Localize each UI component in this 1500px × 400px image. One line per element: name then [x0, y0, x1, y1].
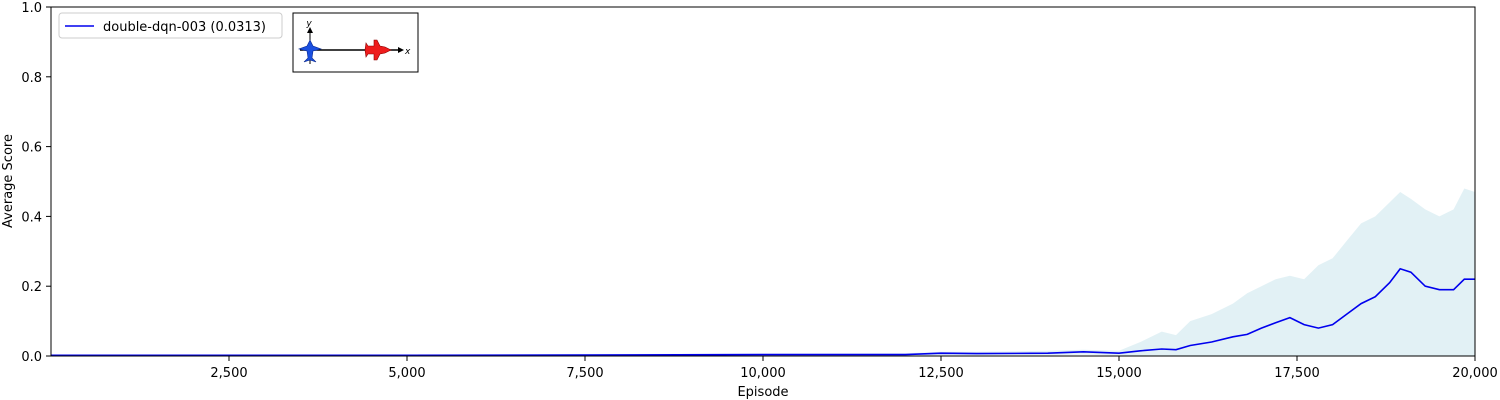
plot-frame — [50, 6, 1476, 357]
x-arrow-icon — [398, 47, 404, 53]
y-tick-label: 0.2 — [21, 280, 42, 295]
series-0-band — [51, 188, 1475, 356]
y-arrow-icon — [307, 27, 313, 33]
inset-x-label: x — [404, 47, 411, 57]
series-0-line — [51, 267, 1475, 357]
inset-y-label: y — [305, 19, 312, 29]
x-tick-label: 7,500 — [566, 366, 603, 381]
y-tick-label: 0.0 — [21, 350, 42, 365]
inset-diagram: y x — [292, 12, 419, 73]
legend-box — [58, 12, 283, 39]
blue-aircraft-icon — [297, 39, 323, 63]
x-tick-label: 10,000 — [740, 366, 786, 381]
y-axis-title: Average Score — [1, 134, 16, 228]
y-tick-label: 0.4 — [21, 210, 42, 225]
x-axis-title: Episode — [737, 385, 788, 400]
x-axis-ticks: 2,500 5,000 7,500 10,000 12,500 15,000 17,500 2… — [210, 356, 1498, 381]
red-aircraft-icon — [364, 39, 392, 61]
x-tick-label: 2,500 — [210, 366, 247, 381]
x-tick-label: 15,000 — [1096, 366, 1142, 381]
y-axis-ticks: 0.0 0.2 0.4 0.6 0.8 1.0 — [21, 1, 51, 365]
x-tick-label: 17,500 — [1274, 366, 1320, 381]
x-tick-label: 20,000 — [1452, 366, 1498, 381]
legend: double-dqn-003 (0.0313) — [58, 12, 283, 39]
x-tick-label: 12,500 — [918, 366, 964, 381]
inset-box — [292, 12, 419, 73]
legend-label: double-dqn-003 (0.0313) — [103, 20, 266, 35]
y-tick-label: 0.6 — [21, 141, 42, 156]
y-tick-label: 1.0 — [21, 1, 42, 16]
y-tick-label: 0.8 — [21, 71, 42, 86]
x-tick-label: 5,000 — [388, 366, 425, 381]
